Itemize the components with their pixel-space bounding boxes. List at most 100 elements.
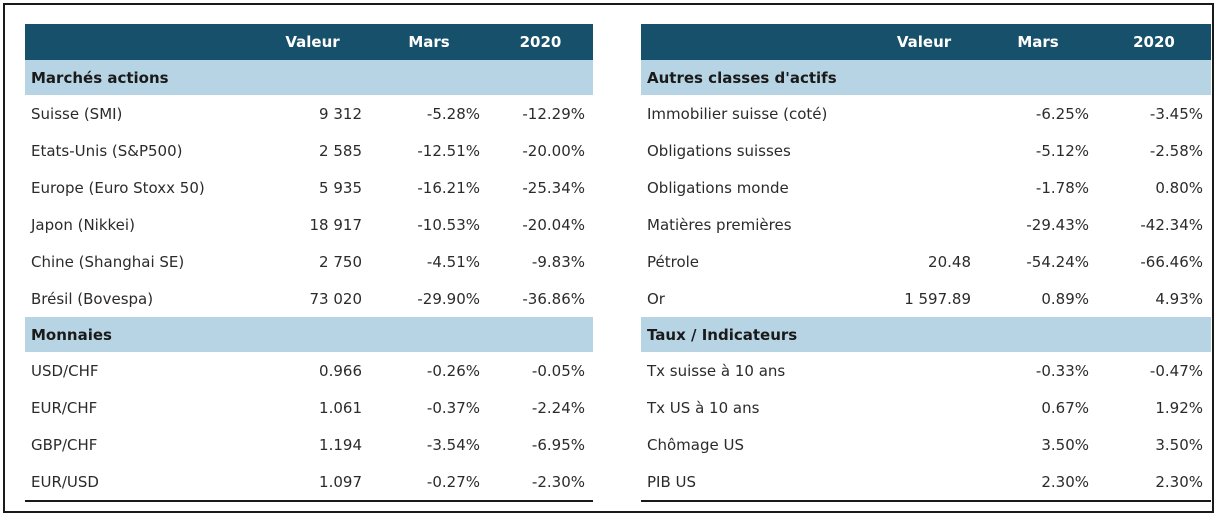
- table-row: Tx US à 10 ans 0.67% 1.92%: [641, 389, 1211, 426]
- table-row: Suisse (SMI) 9 312 -5.28% -12.29%: [25, 95, 593, 132]
- value-cell: 1.097: [255, 463, 370, 502]
- mars-cell: -4.51%: [426, 252, 480, 271]
- mars-cell: -1.78%: [1035, 178, 1089, 197]
- ytd-2020-cell: -66.46%: [1140, 252, 1203, 271]
- table-row: Chômage US 3.50% 3.50%: [641, 426, 1211, 463]
- mars-cell: -0.27%: [370, 463, 488, 502]
- row-label: EUR/CHF: [31, 398, 98, 417]
- table-row: Chine (Shanghai SE) 2 750 -4.51% -9.83%: [25, 243, 593, 280]
- ytd-2020-cell: -6.95%: [531, 435, 585, 454]
- ytd-2020-cell: -0.05%: [531, 361, 585, 380]
- table-header-row: Valeur Mars 2020: [641, 24, 1211, 60]
- section-title: Marchés actions: [25, 60, 593, 95]
- row-label: Brésil (Bovespa): [31, 289, 154, 308]
- mars-cell: -54.24%: [1026, 252, 1089, 271]
- mars-cell: 3.50%: [1041, 435, 1089, 454]
- value-cell: 9 312: [319, 104, 362, 123]
- row-label: PIB US: [641, 463, 869, 502]
- value-cell: 2 585: [319, 141, 362, 160]
- row-label: Suisse (SMI): [31, 104, 123, 123]
- ytd-2020-cell: -9.83%: [531, 252, 585, 271]
- value-cell: [869, 426, 979, 463]
- ytd-2020-cell: -36.86%: [522, 289, 585, 308]
- row-label: Japon (Nikkei): [31, 215, 135, 234]
- mars-cell: 0.67%: [1041, 398, 1089, 417]
- row-label: Matières premières: [647, 215, 792, 234]
- ytd-2020-cell: -2.24%: [531, 398, 585, 417]
- row-label: Immobilier suisse (coté): [647, 104, 828, 123]
- ytd-2020-cell: -3.45%: [1149, 104, 1203, 123]
- mars-cell: -0.33%: [1035, 361, 1089, 380]
- mars-cell: -29.90%: [417, 289, 480, 308]
- table-row: USD/CHF 0.966 -0.26% -0.05%: [25, 352, 593, 389]
- table-row: Japon (Nikkei) 18 917 -10.53% -20.04%: [25, 206, 593, 243]
- ytd-2020-cell: -42.34%: [1140, 215, 1203, 234]
- row-label: Tx suisse à 10 ans: [647, 361, 786, 380]
- value-cell: 73 020: [309, 289, 363, 308]
- table-row: EUR/CHF 1.061 -0.37% -2.24%: [25, 389, 593, 426]
- section-row: Taux / Indicateurs: [641, 317, 1211, 352]
- row-label: Obligations monde: [647, 178, 789, 197]
- ytd-2020-cell: -12.29%: [522, 104, 585, 123]
- mars-cell: -6.25%: [1035, 104, 1089, 123]
- row-label: GBP/CHF: [31, 435, 98, 454]
- mars-cell: 0.89%: [1041, 289, 1089, 308]
- row-label: Chômage US: [647, 435, 744, 454]
- value-cell: [869, 206, 979, 243]
- value-cell: [869, 132, 979, 169]
- row-label: Europe (Euro Stoxx 50): [31, 178, 205, 197]
- value-cell: 1.061: [319, 398, 362, 417]
- table-row: Europe (Euro Stoxx 50) 5 935 -16.21% -25.34…: [25, 169, 593, 206]
- table-row: Obligations suisses -5.12% -2.58%: [641, 132, 1211, 169]
- table-row: Etats-Unis (S&P500) 2 585 -12.51% -20.00%: [25, 132, 593, 169]
- ytd-2020-cell: 2.30%: [1097, 463, 1211, 502]
- section-row: Marchés actions: [25, 60, 593, 95]
- table-row: Or 1 597.89 0.89% 4.93%: [641, 280, 1211, 317]
- ytd-2020-cell: -20.00%: [522, 141, 585, 160]
- section-row: Autres classes d'actifs: [641, 60, 1211, 95]
- value-cell: 0.966: [319, 361, 362, 380]
- value-cell: [869, 95, 979, 132]
- row-label: Pétrole: [647, 252, 700, 271]
- table-header-row: Valeur Mars 2020: [25, 24, 593, 60]
- value-cell: 20.48: [928, 252, 971, 271]
- ytd-2020-cell: 3.50%: [1155, 435, 1203, 454]
- ytd-2020-cell: -20.04%: [522, 215, 585, 234]
- table-row: Immobilier suisse (coté) -6.25% -3.45%: [641, 95, 1211, 132]
- row-label: Tx US à 10 ans: [647, 398, 760, 417]
- row-label: Obligations suisses: [647, 141, 791, 160]
- table-row: Obligations monde -1.78% 0.80%: [641, 169, 1211, 206]
- mars-cell: -29.43%: [1026, 215, 1089, 234]
- ytd-2020-cell: -0.47%: [1149, 361, 1203, 380]
- mars-cell: -5.12%: [1035, 141, 1089, 160]
- value-cell: 2 750: [319, 252, 362, 271]
- mars-cell: -0.37%: [426, 398, 480, 417]
- header-cell-2020: 2020: [1097, 24, 1211, 60]
- value-cell: [869, 389, 979, 426]
- row-label: Etats-Unis (S&P500): [31, 141, 183, 160]
- ytd-2020-cell: -25.34%: [522, 178, 585, 197]
- mars-cell: -16.21%: [417, 178, 480, 197]
- header-cell-label: [641, 24, 869, 60]
- mars-cell: -10.53%: [417, 215, 480, 234]
- row-label: Or: [647, 289, 665, 308]
- section-title: Taux / Indicateurs: [641, 317, 1211, 352]
- header-cell-mars: Mars: [979, 24, 1097, 60]
- table-row: PIB US 2.30% 2.30%: [641, 463, 1211, 502]
- table-row: GBP/CHF 1.194 -3.54% -6.95%: [25, 426, 593, 463]
- section-title: Monnaies: [25, 317, 593, 352]
- value-cell: [869, 169, 979, 206]
- ytd-2020-cell: -2.30%: [488, 463, 593, 502]
- market-table-right: Valeur Mars 2020 Autres classes d'actifs…: [641, 24, 1211, 502]
- table-row: EUR/USD 1.097 -0.27% -2.30%: [25, 463, 593, 502]
- row-label: Chine (Shanghai SE): [31, 252, 185, 271]
- value-cell: 1 597.89: [904, 289, 971, 308]
- ytd-2020-cell: -2.58%: [1149, 141, 1203, 160]
- table-row: Matières premières -29.43% -42.34%: [641, 206, 1211, 243]
- header-cell-label: [25, 24, 255, 60]
- value-cell: 1.194: [319, 435, 362, 454]
- value-cell: [869, 463, 979, 502]
- section-row: Monnaies: [25, 317, 593, 352]
- table-row: Brésil (Bovespa) 73 020 -29.90% -36.86%: [25, 280, 593, 317]
- ytd-2020-cell: 4.93%: [1155, 289, 1203, 308]
